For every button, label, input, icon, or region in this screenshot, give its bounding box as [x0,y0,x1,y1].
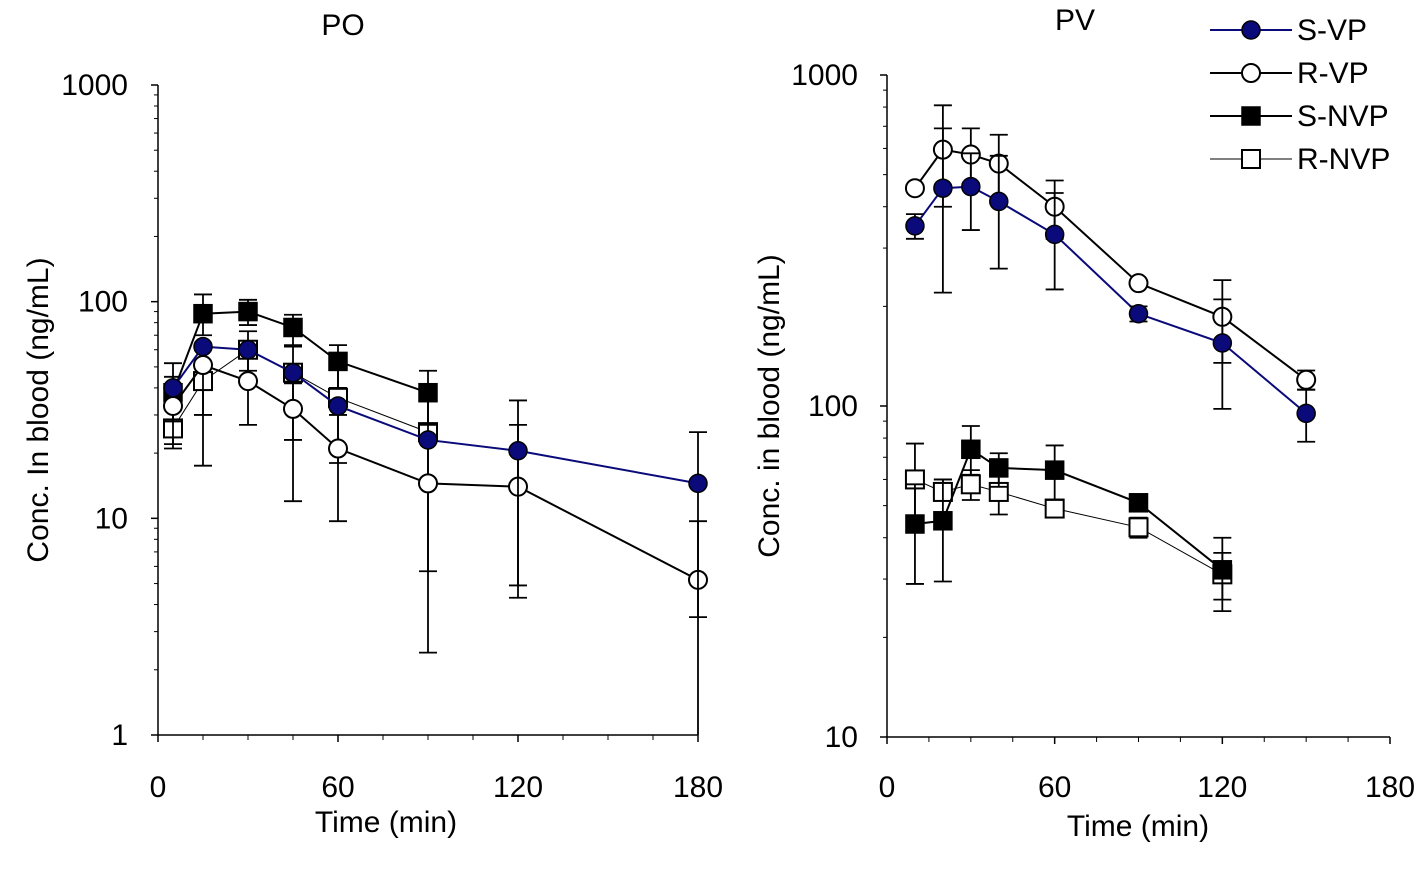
data-point [238,371,258,392]
y-tick-label: 100 [78,286,128,319]
series-line [172,345,699,485]
data-point [961,176,981,197]
chart-title-po: PO [321,9,364,42]
data-point [418,430,438,450]
y-tick-label: 100 [808,390,858,423]
legend-item-s-vp: S-VP [1210,14,1367,47]
data-point [328,396,348,416]
legend-item-s-nvp: S-NVP [1210,100,1389,133]
y-tick-label: 1 [111,719,128,752]
y-tick-label: 1000 [61,69,128,102]
x-tick-label: 60 [1038,771,1071,804]
series-r-vp [163,348,708,735]
x-tick-label: 120 [493,771,543,804]
legend-marker [1241,63,1261,83]
x-tick-label: 60 [321,771,354,804]
data-point [193,303,213,324]
data-point [193,336,213,357]
x-tick-label: 180 [1365,771,1415,804]
data-point [1212,333,1233,353]
data-point [1044,460,1065,480]
y-tick-label: 10 [825,721,858,754]
y-tick-label: 1000 [791,59,858,92]
x-axis-title: Time (min) [1067,810,1209,843]
legend-label: S-NVP [1297,100,1389,133]
data-point [1296,369,1317,390]
data-point [905,514,925,534]
series-s-nvp [905,425,1233,613]
legend-item-r-nvp: R-NVP [1210,143,1390,176]
series-s-vp [163,336,708,619]
data-point [193,355,213,376]
data-point [961,439,981,460]
series-r-nvp [904,442,1233,601]
data-point [163,395,183,416]
legend-label: R-VP [1297,57,1369,90]
x-tick-label: 120 [1197,771,1247,804]
chart-panel-po: PO 1 10 100 1000 0 60 120 180 Time (min) Conc. In … [22,9,723,839]
data-point [508,441,528,461]
series-r-vp [904,104,1317,391]
legend-item-r-vp: R-VP [1210,57,1369,90]
chart-title-pv: PV [1055,4,1095,37]
legend-marker [1241,106,1261,126]
data-point [905,216,925,236]
data-point [163,378,183,398]
series-line [914,185,1307,415]
legend-label: R-NVP [1297,143,1390,176]
x-tick-label: 0 [150,771,167,804]
x-tick-label: 180 [673,771,723,804]
legend: S-VP R-VP S-NVP R-NVP [1210,14,1390,176]
data-point [1044,498,1065,519]
chart-panel-pv: PV 10 100 1000 0 60 120 180 Time (min) Conc. in b… [753,4,1415,843]
legend-marker [1241,149,1261,169]
data-point [238,301,258,322]
y-axis-title: Conc. In blood (ng/mL) [22,257,55,562]
y-tick-label: 10 [95,502,128,535]
data-point [1128,517,1149,538]
series-s-vp [905,127,1316,443]
legend-label: S-VP [1297,14,1367,47]
data-point [989,191,1009,212]
data-point [283,398,303,419]
data-point [960,474,981,495]
data-point [1128,273,1149,294]
y-axis-title: Conc. in blood (ng/mL) [753,254,786,558]
data-point [1128,303,1149,324]
data-point [1128,493,1149,513]
data-point [1044,224,1065,245]
data-point [989,458,1009,478]
series-line [172,310,429,394]
data-point [904,178,925,199]
data-point [1296,403,1316,424]
data-point [933,178,953,198]
data-point [283,362,303,383]
data-point [1212,560,1233,580]
data-point [688,473,708,494]
data-point [418,473,438,494]
data-point [283,317,303,338]
x-tick-label: 0 [879,771,896,804]
legend-marker [1241,20,1261,40]
series-line [914,447,1223,571]
data-point [933,511,953,531]
data-point [328,351,348,372]
x-axis-title: Time (min) [315,806,457,839]
data-point [238,339,258,360]
data-point [328,438,348,459]
